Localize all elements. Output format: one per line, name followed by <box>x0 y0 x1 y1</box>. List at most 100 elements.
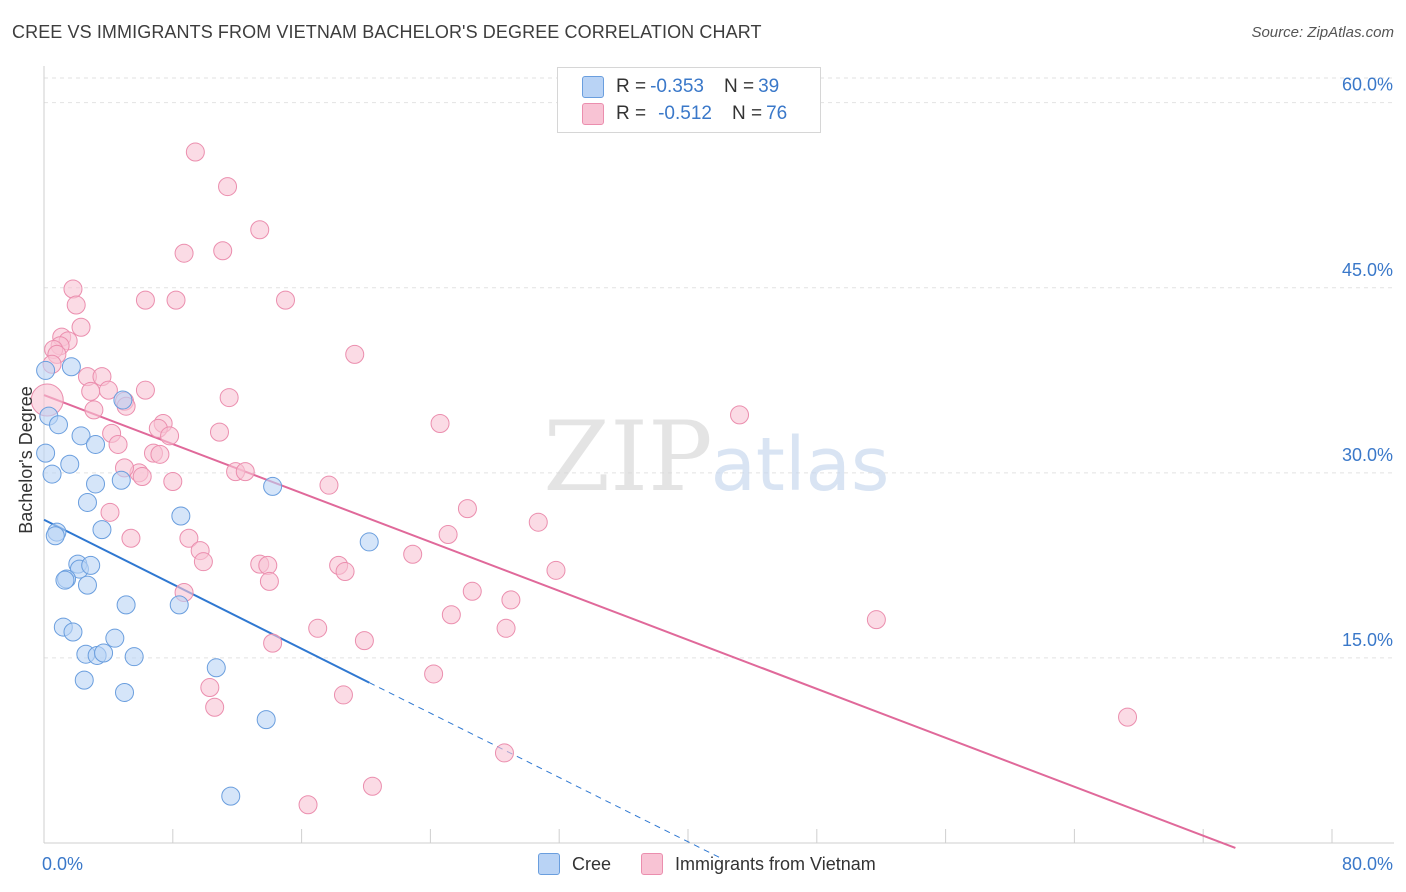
point-vietnam <box>235 462 255 482</box>
legend-r-label: R = <box>616 103 647 124</box>
point-vietnam <box>730 405 750 425</box>
point-cree <box>60 454 80 474</box>
point-vietnam <box>193 552 213 572</box>
chart-title: CREE VS IMMIGRANTS FROM VIETNAM BACHELOR… <box>12 22 762 42</box>
point-vietnam <box>185 142 205 162</box>
point-vietnam <box>462 581 482 601</box>
legend-swatch-vietnam <box>582 103 604 125</box>
label-layer: 15.0% 30.0% 45.0% 60.0% 0.0% 80.0% Bachelor's … <box>16 75 1393 874</box>
point-vietnam <box>209 422 229 442</box>
chart-source: Source: ZipAtlas.com <box>1251 24 1394 41</box>
point-cree <box>116 595 136 615</box>
point-cree <box>359 532 379 552</box>
point-cree <box>206 658 226 678</box>
point-vietnam <box>362 776 382 796</box>
watermark-atlas: atlas <box>711 422 890 508</box>
point-vietnam <box>135 380 155 400</box>
legend-n-value: 39 <box>758 76 780 97</box>
point-vietnam <box>179 528 199 548</box>
point-cree <box>42 464 62 484</box>
point-vietnam <box>100 502 120 522</box>
point-vietnam <box>250 220 270 240</box>
watermark: ZIP atlas <box>543 401 889 513</box>
point-cree <box>111 470 131 490</box>
point-cree <box>115 682 134 702</box>
point-cree <box>221 786 241 806</box>
legend-r-label: R = <box>616 76 647 97</box>
points-layer <box>30 142 1138 815</box>
point-vietnam <box>84 400 104 420</box>
point-vietnam <box>345 344 365 364</box>
point-vietnam <box>319 475 339 495</box>
point-vietnam <box>501 590 521 610</box>
point-cree <box>256 710 276 730</box>
legend-row-cree: R = -0.353 N = 39 <box>558 73 779 101</box>
point-cree <box>81 555 101 575</box>
point-vietnam <box>263 633 283 653</box>
bottom-legend-label-cree: Cree <box>572 853 612 874</box>
point-vietnam <box>63 279 83 299</box>
bottom-legend-swatch-vietnam <box>641 853 663 875</box>
point-vietnam <box>121 528 141 548</box>
y-tick-label: 15.0% <box>1342 630 1393 650</box>
point-vietnam <box>276 290 295 310</box>
watermark-zip: ZIP <box>543 401 712 513</box>
point-cree <box>124 647 144 667</box>
point-cree <box>74 670 94 690</box>
point-cree <box>61 357 81 377</box>
point-vietnam <box>150 444 170 464</box>
point-cree <box>77 575 97 595</box>
bottom-legend-vietnam: Immigrants from Vietnam <box>641 851 876 877</box>
y-tick-label: 60.0% <box>1342 75 1393 95</box>
point-cree <box>105 628 125 648</box>
point-vietnam <box>135 290 155 310</box>
point-vietnam <box>132 467 152 487</box>
point-vietnam <box>81 381 101 401</box>
point-vietnam <box>308 618 328 638</box>
point-cree <box>36 443 56 463</box>
legend-swatch-cree <box>582 76 604 98</box>
point-cree <box>71 426 91 446</box>
point-vietnam <box>430 413 450 433</box>
point-vietnam <box>213 241 233 261</box>
point-vietnam <box>441 605 461 625</box>
point-cree <box>169 595 189 615</box>
y-tick-label: 45.0% <box>1342 260 1393 280</box>
point-vietnam <box>200 678 220 698</box>
bottom-legend-swatch-cree <box>538 853 560 875</box>
legend-n-label: N = <box>723 76 755 97</box>
legend: R = -0.353 N = 39 R = -0.512 N = 76 <box>557 67 821 133</box>
point-cree <box>86 434 106 454</box>
x-tick-label: 80.0% <box>1342 854 1393 874</box>
point-cree <box>86 474 106 494</box>
bottom-legend-cree: Cree <box>538 851 611 877</box>
point-vietnam <box>218 177 238 197</box>
point-vietnam <box>174 243 194 263</box>
point-vietnam <box>528 512 548 532</box>
point-cree <box>77 492 97 512</box>
point-vietnam <box>205 697 225 717</box>
point-vietnam <box>166 290 186 310</box>
point-vietnam <box>494 743 514 763</box>
bottom-legend-label-vietnam: Immigrants from Vietnam <box>675 853 876 874</box>
point-vietnam <box>259 571 279 591</box>
y-axis-label: Bachelor's Degree <box>16 386 36 534</box>
point-vietnam <box>71 317 91 337</box>
point-vietnam <box>160 426 180 446</box>
point-vietnam <box>424 664 444 684</box>
point-vietnam <box>163 471 183 491</box>
point-cree <box>36 360 56 380</box>
point-vietnam <box>298 795 318 815</box>
point-cree <box>171 506 191 526</box>
point-vietnam <box>354 631 374 651</box>
grid-layer <box>44 77 1394 659</box>
point-vietnam <box>403 544 423 564</box>
point-vietnam <box>108 434 128 454</box>
point-cree <box>63 622 83 642</box>
trendline-cree <box>43 518 370 684</box>
point-vietnam <box>219 388 239 408</box>
point-cree <box>113 390 133 410</box>
point-cree <box>48 415 68 435</box>
trendline-cree-extension <box>368 682 721 859</box>
